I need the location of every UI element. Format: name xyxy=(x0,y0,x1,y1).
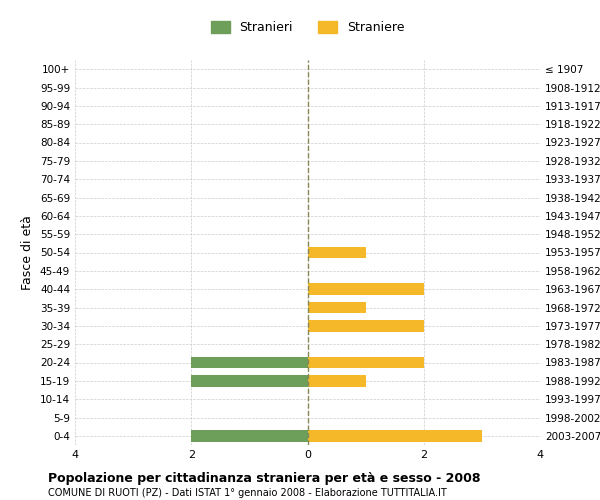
Bar xyxy=(308,302,365,314)
Y-axis label: Fasce di età: Fasce di età xyxy=(22,215,34,290)
Bar xyxy=(308,246,365,258)
Bar xyxy=(191,375,308,387)
Bar xyxy=(308,375,365,387)
Bar xyxy=(308,320,424,332)
Legend: Stranieri, Straniere: Stranieri, Straniere xyxy=(206,16,409,39)
Text: Popolazione per cittadinanza straniera per età e sesso - 2008: Popolazione per cittadinanza straniera p… xyxy=(48,472,481,485)
Text: COMUNE DI RUOTI (PZ) - Dati ISTAT 1° gennaio 2008 - Elaborazione TUTTITALIA.IT: COMUNE DI RUOTI (PZ) - Dati ISTAT 1° gen… xyxy=(48,488,447,498)
Bar xyxy=(308,430,482,442)
Bar xyxy=(191,356,308,368)
Bar xyxy=(191,430,308,442)
Bar xyxy=(308,356,424,368)
Bar xyxy=(308,283,424,295)
